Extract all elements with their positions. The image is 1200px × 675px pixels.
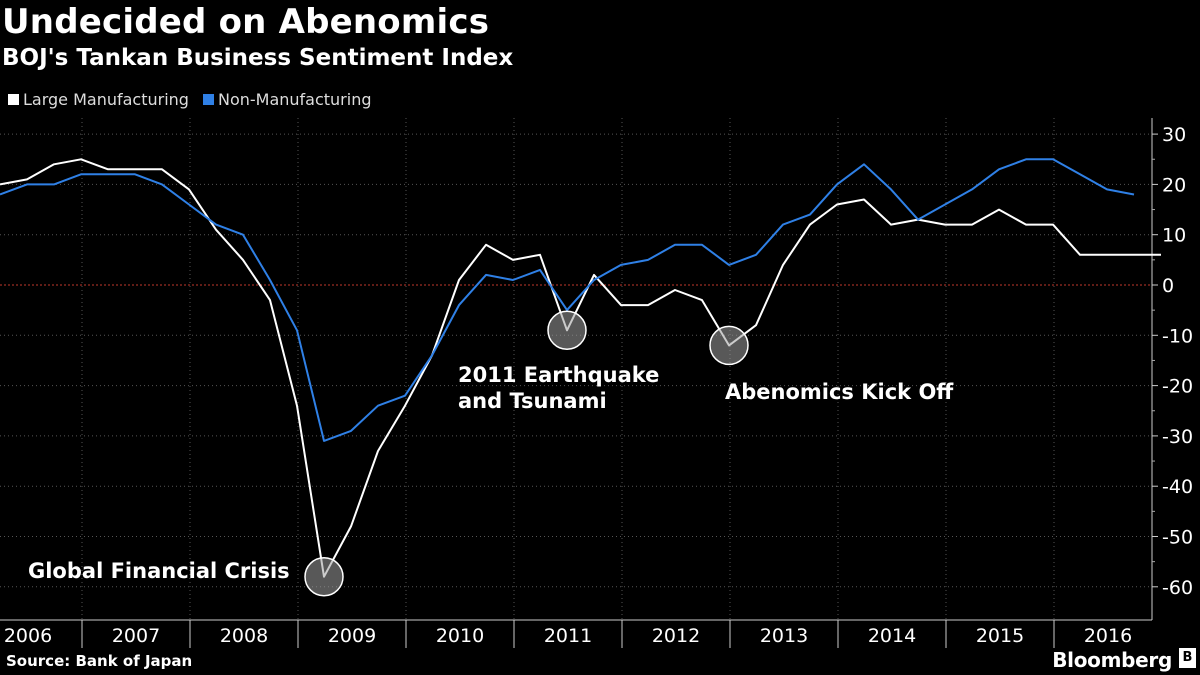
series-line-non-manufacturing — [0, 158, 1135, 442]
x-tick-label: 2015 — [976, 625, 1024, 647]
x-tick-label: 2016 — [1084, 625, 1132, 647]
y-tick-label: 0 — [1162, 275, 1174, 297]
x-tick-label: 2008 — [220, 625, 268, 647]
annotation-label: Abenomics Kick Off — [725, 380, 954, 404]
legend-swatch-large-manufacturing — [8, 94, 19, 105]
y-tick-label: -10 — [1162, 325, 1193, 347]
annotation-marker — [547, 310, 587, 351]
x-tick-label: 2013 — [760, 625, 808, 647]
y-tick-label: -30 — [1162, 426, 1193, 448]
x-tick-label: 2011 — [544, 625, 592, 647]
y-tick-label: -20 — [1162, 376, 1193, 398]
source-note: Source: Bank of Japan — [6, 652, 193, 670]
y-tick-label: -50 — [1162, 527, 1193, 549]
annotation-label: and Tsunami — [458, 389, 607, 413]
legend: Large Manufacturing Non-Manufacturing — [8, 90, 386, 109]
annotation-marker — [709, 325, 749, 366]
legend-item-non-manufacturing: Non-Manufacturing — [202, 90, 372, 109]
legend-label-non-manufacturing: Non-Manufacturing — [217, 90, 372, 109]
chart-title: Undecided on Abenomics — [2, 2, 490, 42]
x-tick-label: 2010 — [436, 625, 484, 647]
legend-swatch-non-manufacturing — [202, 94, 214, 105]
series-line-large-manufacturing — [0, 158, 1161, 578]
x-tick-label: 2012 — [652, 625, 700, 647]
x-tick-label: 2007 — [112, 625, 160, 647]
x-tick-label: 2014 — [868, 625, 916, 647]
x-tick-label: 2009 — [328, 625, 376, 647]
y-tick-label: 30 — [1162, 124, 1186, 146]
legend-item-large-manufacturing: Large Manufacturing — [8, 90, 189, 109]
y-tick-label: 20 — [1162, 174, 1186, 196]
bloomberg-logo: Bloomberg — [1052, 648, 1172, 672]
y-tick-label: -40 — [1162, 476, 1193, 498]
y-tick-label: 10 — [1162, 225, 1186, 247]
x-tick-label: 2006 — [4, 625, 52, 647]
legend-label-large-manufacturing: Large Manufacturing — [23, 90, 189, 109]
chart-subtitle: BOJ's Tankan Business Sentiment Index — [2, 45, 514, 71]
annotation-label: Global Financial Crisis — [28, 559, 290, 583]
annotation-label: 2011 Earthquake — [458, 363, 659, 387]
bloomberg-mark-icon: B — [1179, 648, 1196, 668]
y-tick-label: -60 — [1162, 577, 1193, 599]
annotation-marker — [304, 556, 344, 597]
